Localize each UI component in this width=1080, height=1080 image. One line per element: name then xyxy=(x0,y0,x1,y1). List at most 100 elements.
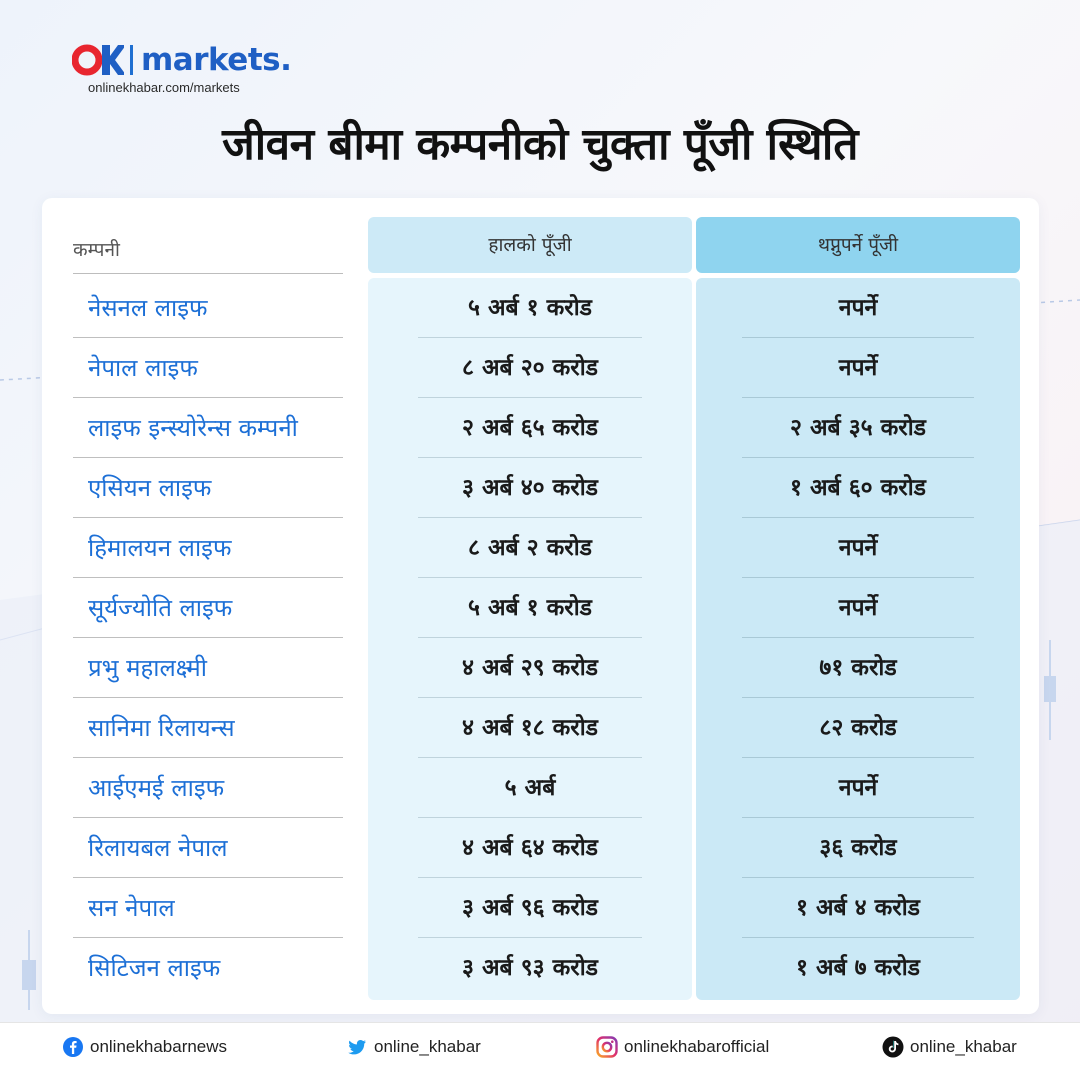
table-row: हिमालयन लाइफ ८ अर्ब २ करोड नपर्ने xyxy=(42,518,1039,578)
social-footer: onlinekhabarnews online_khabar onlinekha… xyxy=(0,1022,1080,1080)
table-row: सन नेपाल ३ अर्ब ९६ करोड १ अर्ब ४ करोड xyxy=(42,878,1039,938)
capital-table-card: कम्पनी हालको पूँजी थप्नुपर्ने पूँजी नेसन… xyxy=(42,198,1039,1014)
brand-url[interactable]: onlinekhabar.com/markets xyxy=(88,80,240,95)
current-capital-column-bg xyxy=(368,278,692,1000)
company-name: सिटिजन लाइफ xyxy=(88,954,221,982)
additional-capital-value: १ अर्ब ७ करोड xyxy=(796,955,920,981)
row-divider xyxy=(742,457,974,458)
row-divider xyxy=(418,337,642,338)
row-divider xyxy=(742,517,974,518)
tiktok-icon xyxy=(882,1036,904,1058)
row-divider xyxy=(73,457,343,458)
row-divider xyxy=(418,577,642,578)
instagram-handle: onlinekhabarofficial xyxy=(624,1037,770,1056)
additional-capital-value: नपर्ने xyxy=(838,535,878,561)
row-divider xyxy=(73,697,343,698)
current-capital-header-bg xyxy=(368,217,692,273)
additional-capital-value: नपर्ने xyxy=(838,595,878,621)
brand-wordmark: markets. xyxy=(141,42,292,78)
current-capital-value: ४ अर्ब १८ करोड xyxy=(462,715,598,741)
facebook-handle: onlinekhabarnews xyxy=(90,1037,228,1056)
company-name: सानिमा रिलायन्स xyxy=(88,714,235,742)
table-row: सिटिजन लाइफ ३ अर्ब ९३ करोड १ अर्ब ७ करोड xyxy=(42,938,1039,998)
header-divider xyxy=(73,273,343,274)
row-divider xyxy=(73,817,343,818)
row-divider xyxy=(742,817,974,818)
current-capital-value: ४ अर्ब २९ करोड xyxy=(462,655,598,681)
company-name: नेपाल लाइफ xyxy=(88,354,198,382)
header-current-capital: हालको पूँजी xyxy=(488,234,572,256)
row-divider xyxy=(742,697,974,698)
additional-capital-value: ३६ करोड xyxy=(819,835,897,861)
current-capital-value: ३ अर्ब ९३ करोड xyxy=(462,955,598,981)
additional-capital-value: १ अर्ब ४ करोड xyxy=(796,895,920,921)
additional-capital-value: ८२ करोड xyxy=(819,715,897,741)
row-divider xyxy=(418,877,642,878)
row-divider xyxy=(418,397,642,398)
current-capital-value: ३ अर्ब ४० करोड xyxy=(462,475,598,501)
row-divider xyxy=(418,757,642,758)
table-row: रिलायबल नेपाल ४ अर्ब ६४ करोड ३६ करोड xyxy=(42,818,1039,878)
row-divider xyxy=(418,457,642,458)
twitter-link[interactable]: online_khabar xyxy=(346,1035,481,1059)
row-divider xyxy=(742,877,974,878)
current-capital-value: २ अर्ब ६५ करोड xyxy=(462,415,598,441)
additional-capital-value: १ अर्ब ६० करोड xyxy=(790,475,926,501)
additional-capital-value: २ अर्ब ३५ करोड xyxy=(790,415,926,441)
tiktok-link[interactable]: online_khabar xyxy=(882,1035,1017,1059)
row-divider xyxy=(73,757,343,758)
twitter-handle: online_khabar xyxy=(374,1037,481,1056)
table-row: सानिमा रिलायन्स ४ अर्ब १८ करोड ८२ करोड xyxy=(42,698,1039,758)
company-name: एसियन लाइफ xyxy=(88,474,212,502)
row-divider xyxy=(418,817,642,818)
company-name: हिमालयन लाइफ xyxy=(88,534,232,562)
additional-capital-column-bg xyxy=(696,278,1020,1000)
row-divider xyxy=(73,577,343,578)
table-row: आईएमई लाइफ ५ अर्ब नपर्ने xyxy=(42,758,1039,818)
company-name: नेसनल लाइफ xyxy=(88,294,208,322)
row-divider xyxy=(73,877,343,878)
company-name: सन नेपाल xyxy=(88,894,175,922)
table-row: नेपाल लाइफ ८ अर्ब २० करोड नपर्ने xyxy=(42,338,1039,398)
additional-capital-value: नपर्ने xyxy=(838,775,878,801)
header-company: कम्पनी xyxy=(73,239,120,261)
page-title: जीवन बीमा कम्पनीको चुक्ता पूँजी स्थिति xyxy=(222,119,858,170)
additional-capital-header-bg xyxy=(696,217,1020,273)
table-row: एसियन लाइफ ३ अर्ब ४० करोड १ अर्ब ६० करोड xyxy=(42,458,1039,518)
company-name: सूर्यज्योति लाइफ xyxy=(88,594,233,622)
row-divider xyxy=(742,397,974,398)
company-name: लाइफ इन्स्योरेन्स कम्पनी xyxy=(88,414,298,442)
row-divider xyxy=(742,937,974,938)
additional-capital-value: ७१ करोड xyxy=(819,655,897,681)
current-capital-value: ५ अर्ब १ करोड xyxy=(468,595,592,621)
company-name: आईएमई लाइफ xyxy=(88,774,225,802)
current-capital-value: ५ अर्ब xyxy=(504,775,556,801)
row-divider xyxy=(742,577,974,578)
facebook-icon xyxy=(63,1037,83,1057)
table-row: सूर्यज्योति लाइफ ५ अर्ब १ करोड नपर्ने xyxy=(42,578,1039,638)
current-capital-value: ४ अर्ब ६४ करोड xyxy=(462,835,598,861)
row-divider xyxy=(73,637,343,638)
row-divider xyxy=(73,517,343,518)
additional-capital-value: नपर्ने xyxy=(838,295,878,321)
row-divider xyxy=(418,937,642,938)
table-row: लाइफ इन्स्योरेन्स कम्पनी २ अर्ब ६५ करोड … xyxy=(42,398,1039,458)
table-row: नेसनल लाइफ ५ अर्ब १ करोड नपर्ने xyxy=(42,278,1039,338)
twitter-bird-icon xyxy=(348,1040,366,1055)
tiktok-handle: online_khabar xyxy=(910,1037,1017,1056)
row-divider xyxy=(742,337,974,338)
row-divider xyxy=(73,337,343,338)
logo-divider xyxy=(130,45,133,75)
row-divider xyxy=(742,637,974,638)
company-name: प्रभु महालक्ष्मी xyxy=(88,654,207,682)
row-divider xyxy=(742,757,974,758)
row-divider xyxy=(73,937,343,938)
facebook-link[interactable]: onlinekhabarnews xyxy=(62,1035,227,1059)
company-name: रिलायबल नेपाल xyxy=(88,834,228,862)
row-divider xyxy=(418,637,642,638)
row-divider xyxy=(418,517,642,518)
table-body: नेसनल लाइफ ५ अर्ब १ करोड नपर्ने नेपाल ला… xyxy=(42,278,1039,998)
instagram-icon xyxy=(596,1036,618,1058)
brand-logo[interactable]: markets. xyxy=(72,40,292,80)
instagram-link[interactable]: onlinekhabarofficial xyxy=(596,1035,769,1059)
